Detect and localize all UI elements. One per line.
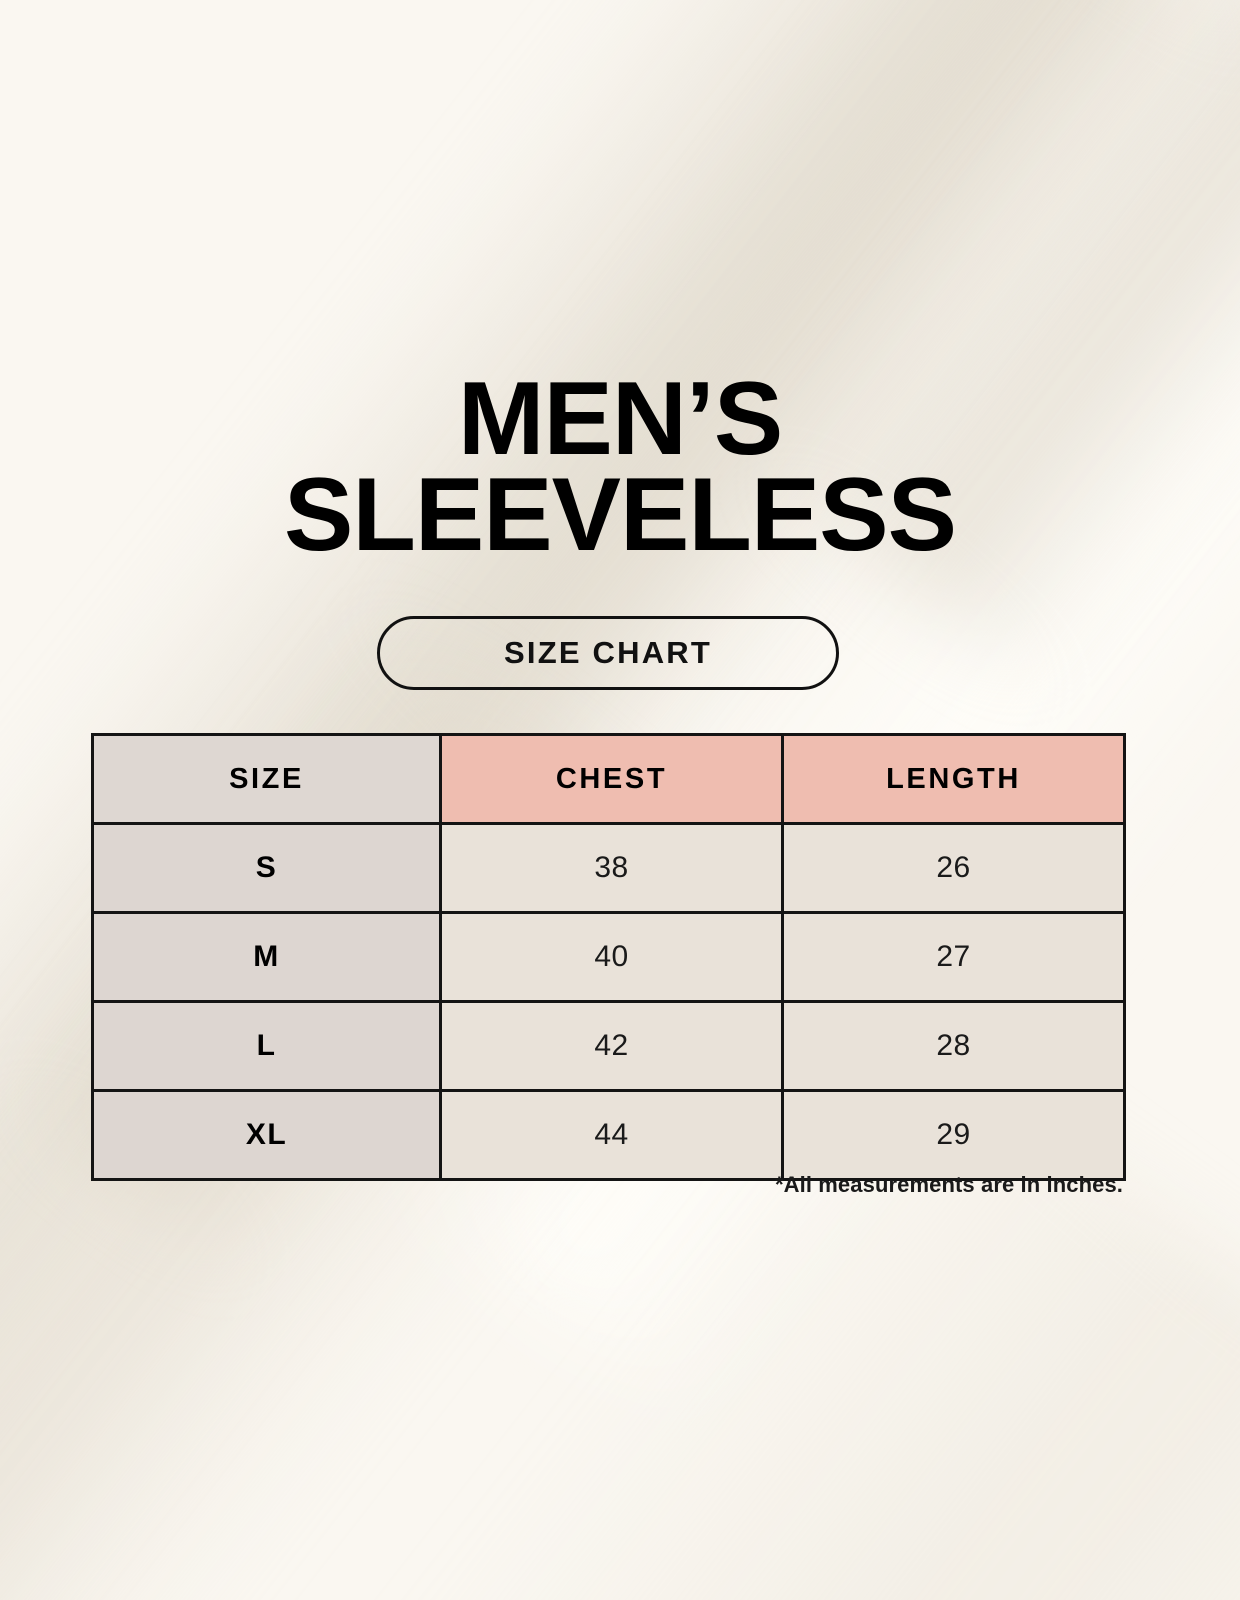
size-chart-badge-label: SIZE CHART xyxy=(504,635,712,670)
column-header-length: LENGTH xyxy=(781,733,1126,825)
table-row: XL 44 29 xyxy=(91,1089,1126,1181)
cell-chest: 40 xyxy=(439,911,784,1003)
cell-length: 27 xyxy=(781,911,1126,1003)
cell-size: XL xyxy=(91,1089,442,1181)
cell-chest: 42 xyxy=(439,1000,784,1092)
cell-chest: 38 xyxy=(439,822,784,914)
cell-chest: 44 xyxy=(439,1089,784,1181)
cell-length: 28 xyxy=(781,1000,1126,1092)
size-chart-badge: SIZE CHART xyxy=(377,616,839,690)
cell-length: 29 xyxy=(781,1089,1126,1181)
page-title: MEN’S SLEEVELESS xyxy=(284,361,957,573)
table-row: S 38 26 xyxy=(91,822,1126,914)
measurement-footnote: *All measurements are in inches. xyxy=(774,1172,1123,1197)
table-row: L 42 28 xyxy=(91,1000,1126,1092)
size-chart-table: SIZE CHEST LENGTH S 38 26 M 40 27 L 42 2… xyxy=(91,733,1126,1181)
cell-size: L xyxy=(91,1000,442,1092)
cell-length: 26 xyxy=(781,822,1126,914)
column-header-chest: CHEST xyxy=(439,733,784,825)
cell-size: M xyxy=(91,911,442,1003)
column-header-size: SIZE xyxy=(91,733,442,825)
table-header-row: SIZE CHEST LENGTH xyxy=(91,733,1126,825)
cell-size: S xyxy=(91,822,442,914)
table-row: M 40 27 xyxy=(91,911,1126,1003)
